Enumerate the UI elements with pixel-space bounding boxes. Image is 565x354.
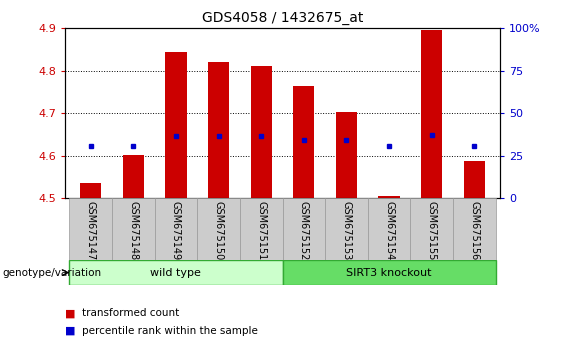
Bar [123,155,144,198]
Bar [69,198,112,260]
Bar [155,198,197,260]
Text: GSM675152: GSM675152 [299,201,309,260]
Bar [282,260,496,285]
Bar [250,66,272,198]
Text: SIRT3 knockout: SIRT3 knockout [346,268,432,278]
Bar [379,196,400,198]
Bar [112,198,155,260]
Bar [69,260,282,285]
Text: GSM675150: GSM675150 [214,201,224,260]
Text: GSM675148: GSM675148 [128,201,138,260]
Text: transformed count: transformed count [82,308,179,318]
Text: GSM675156: GSM675156 [470,201,480,260]
Text: wild type: wild type [150,268,201,278]
Bar [368,198,410,260]
Text: GSM675149: GSM675149 [171,201,181,260]
Bar [197,198,240,260]
Text: ■: ■ [65,308,76,318]
Text: GSM675155: GSM675155 [427,201,437,260]
Text: genotype/variation: genotype/variation [3,268,102,278]
Bar [80,183,101,198]
Text: GSM675151: GSM675151 [256,201,266,260]
Bar [336,112,357,198]
Bar [208,62,229,198]
Text: GSM675153: GSM675153 [341,201,351,260]
Text: percentile rank within the sample: percentile rank within the sample [82,326,258,336]
Bar [165,52,186,198]
Bar [453,198,496,260]
Bar [240,198,282,260]
Title: GDS4058 / 1432675_at: GDS4058 / 1432675_at [202,11,363,24]
Bar [464,161,485,198]
Bar [282,198,325,260]
Text: ■: ■ [65,326,76,336]
Text: GSM675154: GSM675154 [384,201,394,260]
Text: GSM675147: GSM675147 [85,201,95,260]
Bar [421,30,442,198]
Bar [293,86,315,198]
Bar [325,198,368,260]
Bar [410,198,453,260]
